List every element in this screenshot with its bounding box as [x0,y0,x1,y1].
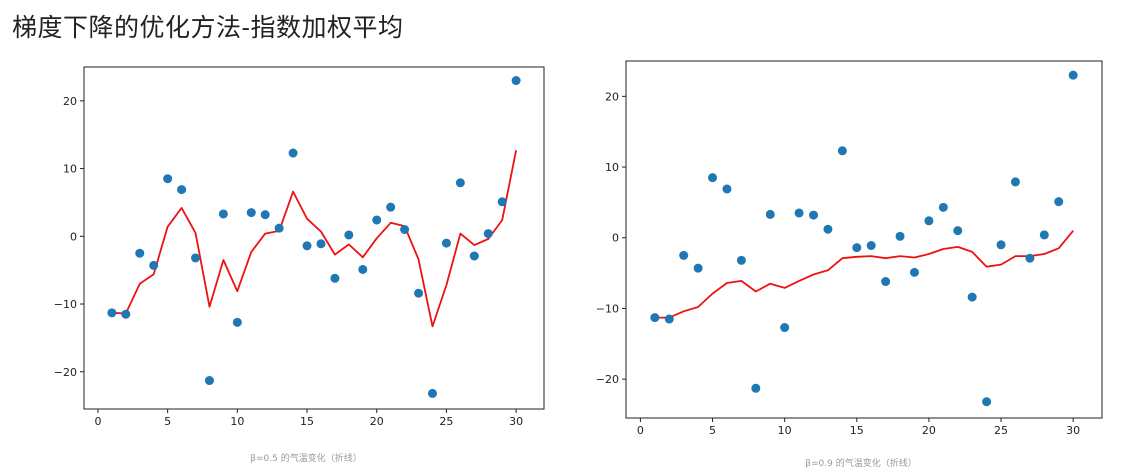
chart-beta-0-5-x-tick-label: 30 [509,415,523,428]
chart-beta-0-9-temperature-point [953,226,963,236]
chart-beta-0-9-temperature-point [924,216,934,226]
chart-beta-0-5-temperature-point [121,309,131,319]
chart-beta-0-5-temperature-point [469,251,479,261]
chart-beta-0-9-temperature-point [765,209,775,219]
chart-beta-0-9-temperature-point [664,314,674,324]
chart-beta-0-5-temperature-point [497,197,507,207]
chart-beta-0-5-x-tick-label: 5 [164,415,171,428]
chart-beta-0-9-temperature-point [722,184,732,194]
chart-beta-0-5-x-tick-label: 10 [230,415,244,428]
chart-beta-0-9-temperature-point [780,323,790,333]
chart-beta-0-5-temperature-point [372,215,382,225]
chart-beta-0-5-temperature-point [135,248,145,258]
chart-beta-0-9-temperature-point [967,292,977,302]
chart-beta-0-5-temperature-point [455,178,465,188]
chart-beta-0-9-y-tick-label: 0 [612,232,619,245]
chart-beta-0-5-temperature-point [386,202,396,212]
chart-beta-0-5-temperature-point [163,174,173,184]
chart-beta-0-9-plot-frame [625,60,1103,419]
chart-beta-0-9-y-tick-label: 20 [605,90,619,103]
chart-beta-0-5-average-line [111,150,517,328]
chart-beta-0-5-temperature-point [441,238,451,248]
chart-beta-0-5-plot-frame [83,66,545,410]
chart-beta-0-5-temperature-point [260,210,270,220]
chart-beta-0-9-temperature-point [650,313,660,323]
chart-beta-0-5-y-tick-label: 20 [63,95,77,108]
chart-beta-0-9-x-tick-label: 20 [922,424,936,437]
chart-beta-0-5-temperature-point [358,264,368,274]
chart-beta-0-5-temperature-point [204,376,214,386]
chart-beta-0-5-y-tick-label: 0 [70,230,77,243]
chart-beta-0-9-temperature-point [982,397,992,407]
chart-beta-0-5-temperature-point [344,230,354,240]
chart-beta-0-9-temperature-point [708,173,718,183]
chart-beta-0-9-average-line [654,230,1074,319]
chart-beta-0-5-temperature-point [274,223,284,233]
chart-beta-0-5-temperature-point [232,317,242,327]
chart-beta-0-5-temperature-point [177,185,187,195]
chart-beta-0-9-temperature-point [679,250,689,260]
chart-beta-0-9-temperature-point [693,263,703,273]
chart-beta-0-5-temperature-point [400,225,410,235]
page-title: 梯度下降的优化方法-指数加权平均 [12,13,404,42]
chart-beta-0-5-temperature-point [483,229,493,239]
chart-beta-0-5-temperature-point [414,288,424,298]
chart-beta-0-9-temperature-point [837,146,847,156]
chart-beta-0-9-temperature-point [736,255,746,265]
chart-beta-0-9-temperature-point [751,383,761,393]
chart-beta-0-9-x-tick-label: 5 [709,424,716,437]
chart-beta-0-9-temperature-point [1039,230,1049,240]
chart-beta-0-5-x-tick-label: 20 [370,415,384,428]
chart-beta-0-9-y-tick-label: 10 [605,161,619,174]
chart-beta-0-9-x-tick-label: 30 [1066,424,1080,437]
chart-beta-0-9-x-tick-label: 15 [850,424,864,437]
chart-beta-0-9-temperature-point [823,224,833,234]
chart-beta-0-5-temperature-point [427,388,437,398]
chart-beta-0-9-temperature-point [1068,70,1078,80]
chart-beta-0-9-temperature-point [996,240,1006,250]
chart-beta-0-5-temperature-point [511,76,521,86]
chart-beta-0-5-x-tick-label: 0 [94,415,101,428]
chart-beta-0-5-caption: β=0.5 的气温变化（折线） [250,454,362,464]
chart-beta-0-9-x-tick-label: 25 [994,424,1008,437]
chart-beta-0-5-temperature-point [191,253,201,263]
chart-beta-0-5-temperature-point [107,308,117,318]
chart-beta-0-5-temperature-point [218,209,228,219]
chart-beta-0-5-x-tick-label: 25 [439,415,453,428]
chart-beta-0-5-y-tick-label: −10 [54,298,77,311]
chart-beta-0-9-temperature-point [1025,253,1035,263]
chart-beta-0-9-temperature-point [852,243,862,253]
chart-beta-0-9-x-tick-label: 0 [637,424,644,437]
chart-beta-0-9-temperature-point [809,210,819,220]
chart-beta-0-5-temperature-point [149,260,159,270]
chart-beta-0-9-temperature-point [895,231,905,241]
chart-beta-0-9-y-tick-label: −10 [596,302,619,315]
chart-beta-0-9-temperature-point [938,202,948,212]
chart-beta-0-5-x-tick-label: 15 [300,415,314,428]
chart-beta-0-9-temperature-point [1010,177,1020,187]
chart-beta-0-9-temperature-point [909,267,919,277]
chart-beta-0-5-temperature-point [288,148,298,158]
chart-beta-0-5-temperature-point [302,241,312,251]
chart-beta-0-5-temperature-point [330,273,340,283]
chart-beta-0-5-y-tick-label: 10 [63,163,77,176]
chart-beta-0-9-x-tick-label: 10 [778,424,792,437]
chart-beta-0-9-temperature-point [881,277,891,287]
chart-beta-0-9-temperature-point [794,208,804,218]
chart-beta-0-9-caption: β=0.9 的气温变化（折线） [805,459,917,469]
chart-beta-0-5-y-tick-label: −20 [54,366,77,379]
chart-beta-0-5-temperature-point [246,208,256,218]
chart-beta-0-9-temperature-point [866,241,876,251]
chart-beta-0-9-temperature-point [1054,197,1064,207]
chart-beta-0-9-y-tick-label: −20 [596,373,619,386]
chart-beta-0-5-temperature-point [316,239,326,249]
